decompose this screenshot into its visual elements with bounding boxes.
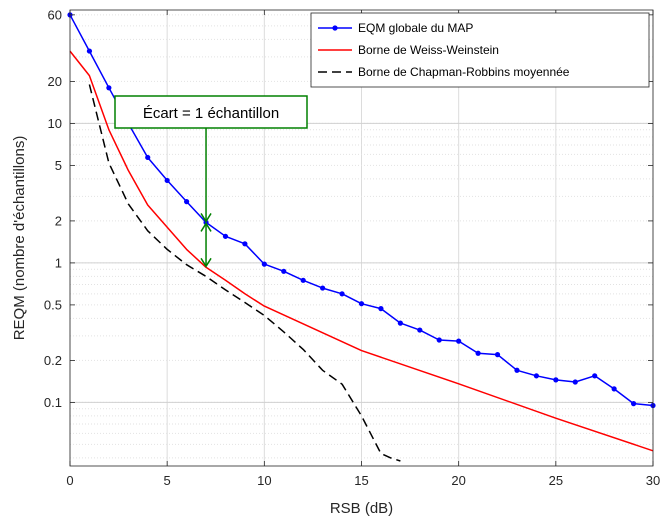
data-point [630, 401, 637, 407]
y-tick-label: 10 [48, 116, 62, 131]
data-point [164, 177, 170, 184]
legend-label-1: EQM globale du MAP [358, 21, 473, 35]
data-point [300, 277, 306, 283]
data-point [242, 241, 248, 247]
data-point [397, 320, 403, 326]
data-point [261, 261, 267, 267]
x-tick-label: 0 [66, 473, 73, 488]
data-point [184, 199, 190, 205]
data-point [358, 301, 365, 307]
legend-marker [332, 25, 338, 31]
x-tick-label: 30 [646, 473, 660, 488]
data-point [222, 233, 229, 239]
y-tick-label: 0.2 [44, 353, 62, 368]
data-point [145, 154, 151, 161]
data-point [494, 352, 501, 358]
y-tick-label: 0.1 [44, 395, 62, 410]
y-tick-label: 1 [55, 255, 62, 270]
data-point [378, 306, 384, 312]
x-tick-label: 5 [164, 473, 171, 488]
y-tick-label: 60 [48, 7, 62, 22]
data-point [86, 48, 93, 54]
y-axis-label: REQM (nombre d'échantillons) [11, 136, 28, 341]
legend: EQM globale du MAP Borne de Weiss-Weinste… [310, 12, 650, 88]
data-point [417, 327, 423, 333]
legend-label-2: Borne de Weiss-Weinstein [358, 43, 499, 57]
x-tick-label: 15 [354, 473, 368, 488]
data-point [339, 291, 345, 297]
legend-box [310, 12, 650, 88]
data-point [514, 367, 520, 373]
data-point [281, 268, 287, 274]
y-tick-label: 2 [55, 213, 62, 228]
data-point [475, 350, 481, 356]
annotation: Écart = 1 échantillon [114, 95, 308, 268]
arrowhead-icon [200, 222, 212, 232]
data-point [553, 377, 559, 383]
arrowhead-icon [200, 257, 212, 268]
data-point [572, 379, 578, 385]
y-tick-label: 20 [48, 74, 62, 89]
annotation-text: Écart = 1 échantillon [143, 105, 279, 122]
y-tick-label: 0.5 [44, 297, 62, 312]
y-tick-label: 5 [55, 158, 62, 173]
annotation-box [114, 95, 308, 129]
arrowhead-icon [200, 213, 212, 223]
data-point [611, 386, 617, 392]
data-point [436, 337, 442, 343]
data-point [456, 338, 462, 344]
data-point [106, 85, 112, 91]
data-point [533, 373, 540, 379]
x-tick-label: 25 [549, 473, 563, 488]
x-tick-label: 10 [257, 473, 271, 488]
data-point [320, 285, 326, 291]
data-point [592, 373, 598, 379]
x-axis-label: RSB (dB) [330, 500, 393, 517]
x-tick-label: 20 [451, 473, 465, 488]
series-line-3 [88, 84, 401, 462]
legend-label-3: Borne de Chapman-Robbins moyennée [358, 65, 570, 79]
